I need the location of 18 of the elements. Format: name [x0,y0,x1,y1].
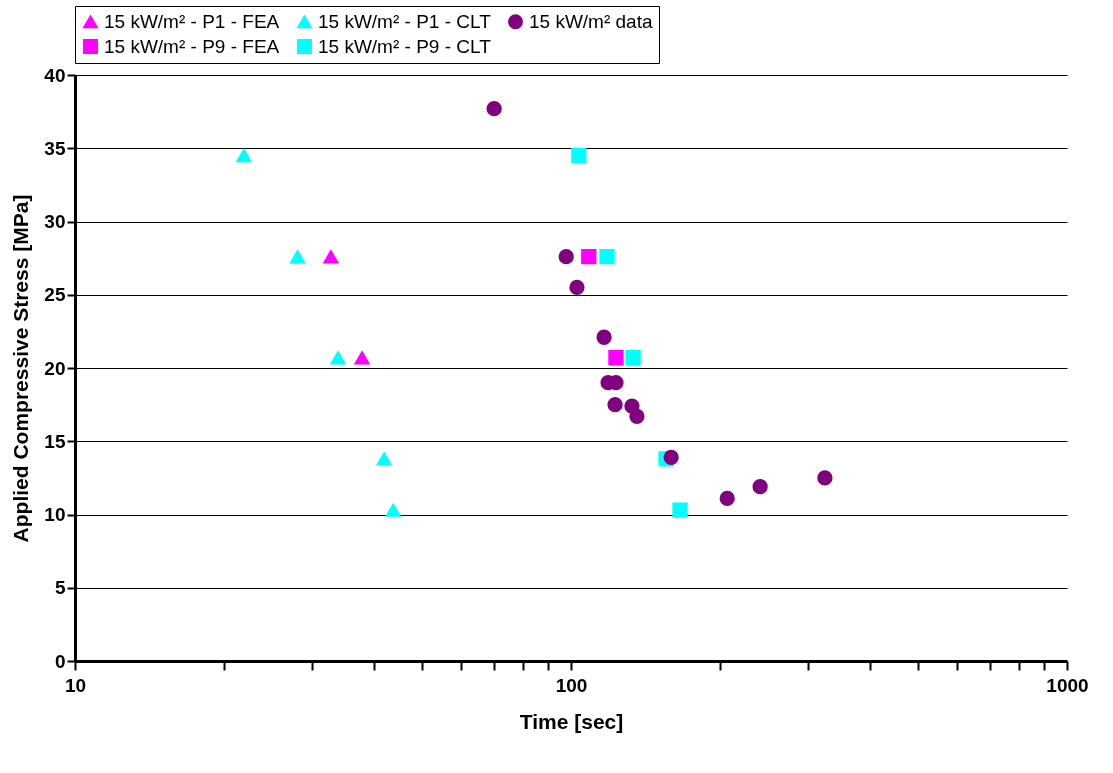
x-tick-label: 1000 [1046,674,1089,696]
y-tick-label: 0 [54,650,66,672]
legend-label: 15 kW/m² data [529,10,653,32]
y-tick-label: 20 [44,357,66,379]
legend-label: 15 kW/m² - P1 - CLT [318,10,492,32]
y-tick-label: 35 [44,137,66,159]
x-tick-label: 100 [555,674,588,696]
x-axis-title: Time [sec] [519,709,624,733]
legend-label: 15 kW/m² - P9 - CLT [318,35,492,57]
y-tick-label: 40 [44,64,66,86]
y-tick-label: 25 [44,284,66,306]
y-tick-label: 30 [44,211,66,232]
legend-label: 15 kW/m² - P1 - FEA [104,10,280,32]
y-tick-label: 10 [44,504,66,525]
legend-label: 15 kW/m² - P9 - FEA [104,35,280,57]
y-axis-title: Applied Compressive Stress [MPa] [9,194,33,543]
y-tick-label: 15 [44,430,66,452]
y-tick-label: 5 [54,577,66,599]
